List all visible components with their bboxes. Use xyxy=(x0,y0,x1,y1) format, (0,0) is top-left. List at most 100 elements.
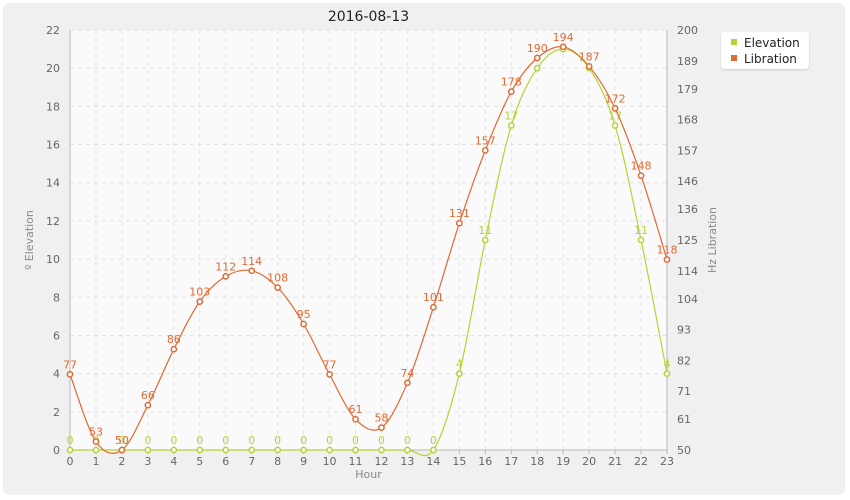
y-tick-label-right: 50 xyxy=(677,444,691,457)
y-tick-label-right: 104 xyxy=(677,293,698,306)
y-tick-label-right: 114 xyxy=(677,265,698,278)
x-tick-label: 1 xyxy=(92,455,99,468)
data-label-elevation: 0 xyxy=(67,434,74,447)
y-tick-label-left: 6 xyxy=(53,329,60,342)
y-tick-label-right: 136 xyxy=(677,203,698,216)
data-label-elevation: 0 xyxy=(170,434,177,447)
legend-swatch-elevation xyxy=(731,39,737,45)
data-point-libration xyxy=(248,267,256,275)
y-tick-label-right: 125 xyxy=(677,234,698,247)
chart-title: 2016-08-13 xyxy=(328,9,409,25)
data-point-elevation xyxy=(196,446,204,454)
x-tick-label: 11 xyxy=(349,455,363,468)
data-point-libration xyxy=(378,424,385,431)
data-point-libration xyxy=(352,415,359,423)
data-label-libration: 131 xyxy=(449,207,470,220)
y-tick-label-right: 146 xyxy=(677,175,698,188)
x-tick-label: 17 xyxy=(504,455,518,468)
data-label-libration: 194 xyxy=(553,31,574,44)
y-tick-label-left: 2 xyxy=(53,406,60,419)
x-tick-label: 5 xyxy=(196,455,203,468)
data-label-libration: 178 xyxy=(501,76,522,89)
data-label-elevation: 0 xyxy=(248,434,255,447)
data-label-elevation: 17 xyxy=(608,109,622,122)
data-label-elevation: 0 xyxy=(300,434,307,447)
x-tick-label: 3 xyxy=(144,455,151,468)
data-label-libration: 66 xyxy=(141,389,155,402)
data-label-elevation: 11 xyxy=(634,224,648,237)
data-label-elevation: 0 xyxy=(118,434,125,447)
data-point-libration xyxy=(92,438,100,445)
data-label-elevation: 11 xyxy=(478,224,492,237)
data-label-elevation: 0 xyxy=(196,434,203,447)
data-label-libration: 112 xyxy=(215,260,236,273)
x-tick-label: 23 xyxy=(660,455,674,468)
data-point-elevation xyxy=(378,446,385,454)
chart-svg: 0 1 2 3 4 5 6 7 8 9 10 11 12 13 14 15 16 17 18 19 20 21 22 2302… xyxy=(23,9,719,481)
data-point-elevation xyxy=(533,64,541,72)
data-label-libration: 61 xyxy=(349,403,363,416)
x-axis-label: Hour xyxy=(355,468,382,481)
data-point-libration xyxy=(533,54,541,62)
y-tick-label-left: 20 xyxy=(46,62,60,75)
data-point-libration xyxy=(66,371,74,378)
x-tick-label: 7 xyxy=(248,455,255,468)
y-tick-label-left: 18 xyxy=(46,100,60,113)
x-tick-label: 20 xyxy=(582,455,596,468)
data-label-libration: 108 xyxy=(267,272,288,285)
y-tick-label-right: 82 xyxy=(677,354,691,367)
x-tick-label: 0 xyxy=(67,455,74,468)
data-label-elevation: 0 xyxy=(144,434,151,447)
data-point-libration xyxy=(274,284,282,291)
data-point-elevation xyxy=(430,446,437,454)
y-tick-label-left: 22 xyxy=(46,24,60,37)
data-label-elevation: 0 xyxy=(430,434,437,447)
plot-area xyxy=(70,30,667,450)
data-point-libration xyxy=(637,172,645,179)
y-tick-label-right: 157 xyxy=(677,144,698,157)
data-point-elevation xyxy=(455,370,463,377)
data-point-elevation xyxy=(248,446,256,454)
data-point-elevation xyxy=(611,122,619,129)
y-tick-label-left: 8 xyxy=(53,291,60,304)
data-point-elevation xyxy=(144,446,152,454)
data-point-elevation xyxy=(66,446,74,454)
data-point-libration xyxy=(144,401,152,409)
data-label-libration: 74 xyxy=(400,367,414,380)
data-point-libration xyxy=(170,345,178,353)
x-tick-label: 12 xyxy=(374,455,388,468)
data-label-libration: 50 xyxy=(115,434,129,447)
data-point-elevation xyxy=(326,446,333,454)
data-point-libration xyxy=(300,320,307,328)
y-tick-label-right: 93 xyxy=(677,324,691,337)
y-tick-label-right: 200 xyxy=(677,24,698,37)
data-point-elevation xyxy=(663,370,671,377)
data-point-elevation xyxy=(170,446,178,454)
data-point-libration xyxy=(118,446,126,454)
data-point-elevation xyxy=(300,446,307,454)
data-label-libration: 172 xyxy=(605,92,626,105)
data-label-elevation: 0 xyxy=(222,434,229,447)
data-label-libration: 77 xyxy=(63,358,77,371)
data-label-libration: 58 xyxy=(374,412,388,425)
data-label-libration: 53 xyxy=(89,426,103,439)
x-tick-label: 22 xyxy=(634,455,648,468)
y-axis-label-right: Hz Libration xyxy=(706,207,719,273)
y-tick-label-right: 71 xyxy=(677,385,691,398)
chart-legend[interactable]: Elevation Libration xyxy=(721,32,809,69)
legend-item-elevation[interactable]: Elevation xyxy=(731,35,800,51)
data-point-elevation xyxy=(274,446,282,454)
data-point-elevation xyxy=(637,236,645,244)
x-tick-label: 13 xyxy=(400,455,414,468)
data-label-elevation: 0 xyxy=(274,434,281,447)
x-tick-label: 15 xyxy=(452,455,466,468)
x-tick-label: 14 xyxy=(426,455,440,468)
x-tick-label: 18 xyxy=(530,455,544,468)
data-point-libration xyxy=(455,219,463,227)
y-tick-label-left: 14 xyxy=(46,177,60,190)
data-point-elevation xyxy=(481,236,489,244)
legend-item-libration[interactable]: Libration xyxy=(731,51,797,67)
data-label-elevation: 0 xyxy=(326,434,333,447)
x-tick-label: 16 xyxy=(478,455,492,468)
